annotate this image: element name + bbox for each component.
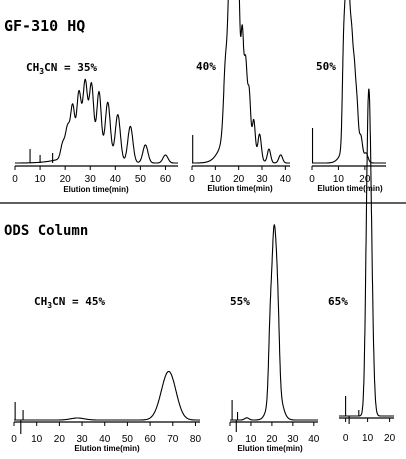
chromatogram-trace <box>191 0 291 164</box>
x-tick-label: 50 <box>122 434 134 445</box>
x-axis-title: Elution time(min) <box>317 184 383 193</box>
x-tick-label: 10 <box>362 433 374 444</box>
x-tick-label: 20 <box>54 434 66 445</box>
x-tick-label: 10 <box>31 434 43 445</box>
x-tick-label: 30 <box>76 434 88 445</box>
chromatogram-trace <box>311 0 387 164</box>
x-tick-label: 40 <box>308 434 320 445</box>
x-tick-label: 80 <box>190 434 202 445</box>
condition-label: 50% <box>316 60 336 73</box>
x-tick-label: 0 <box>11 434 17 445</box>
x-tick-label: 20 <box>359 174 371 185</box>
x-tick-label: 0 <box>343 433 349 444</box>
x-tick-label: 40 <box>110 174 122 185</box>
x-tick-label: 0 <box>309 174 315 185</box>
x-axis-title: Elution time(min) <box>63 185 129 194</box>
x-tick-label: 40 <box>280 174 292 185</box>
x-tick-label: 30 <box>85 174 97 185</box>
x-tick-label: 60 <box>145 434 157 445</box>
condition-label: 40% <box>196 60 216 73</box>
chromatogram-panel-5: 55% 0 10 20 30 40 Elution time(min) <box>227 224 320 453</box>
x-axis-title: Elution time(min) <box>207 184 273 193</box>
chromatogram-panels: CH3CN = 35% 0 10 20 30 40 50 60 Elution time(min… <box>11 0 396 453</box>
chromatogram-panel-4: CH3CN = 45% 0 10 20 30 40 50 60 70 80 Elution time… <box>11 295 201 453</box>
chromatogram-panel-2: 40% 0 10 20 30 40 Elution time(min) <box>189 0 291 193</box>
condition-label: CH3CN = 45% <box>34 295 105 310</box>
x-tick-label: 10 <box>35 174 47 185</box>
x-tick-label: 30 <box>287 434 299 445</box>
condition-label: 55% <box>230 295 250 308</box>
x-tick-label: 20 <box>60 174 72 185</box>
chromatogram-trace <box>338 88 395 417</box>
x-tick-label: 0 <box>227 434 233 445</box>
x-axis-title: Elution time(min) <box>74 444 140 453</box>
x-tick-label: 0 <box>12 174 18 185</box>
x-tick-label: 20 <box>384 433 396 444</box>
x-axis-title: Elution time(min) <box>237 444 303 453</box>
section-title-ods: ODS Column <box>4 223 88 239</box>
x-tick-label: 20 <box>233 174 245 185</box>
x-tick-label: 30 <box>256 174 268 185</box>
chromatogram-trace <box>229 224 319 421</box>
chromatogram-trace <box>14 78 179 164</box>
chromatogram-panel-1: CH3CN = 35% 0 10 20 30 40 50 60 Elution time(min… <box>12 61 179 194</box>
chromatogram-panel-6: 65% 0 10 20 <box>328 88 396 444</box>
condition-label: CH3CN = 35% <box>26 61 97 76</box>
x-tick-label: 10 <box>245 434 257 445</box>
condition-label: 65% <box>328 295 348 308</box>
x-tick-label: 70 <box>167 434 179 445</box>
x-tick-label: 40 <box>99 434 111 445</box>
x-tick-label: 20 <box>266 434 278 445</box>
x-tick-label: 50 <box>135 174 147 185</box>
x-tick-label: 10 <box>210 174 222 185</box>
section-title-gf310: GF-310 HQ <box>4 17 85 35</box>
chromatogram-trace <box>13 370 201 421</box>
x-tick-label: 0 <box>189 174 195 185</box>
x-tick-label: 10 <box>333 174 345 185</box>
x-tick-label: 60 <box>160 174 172 185</box>
